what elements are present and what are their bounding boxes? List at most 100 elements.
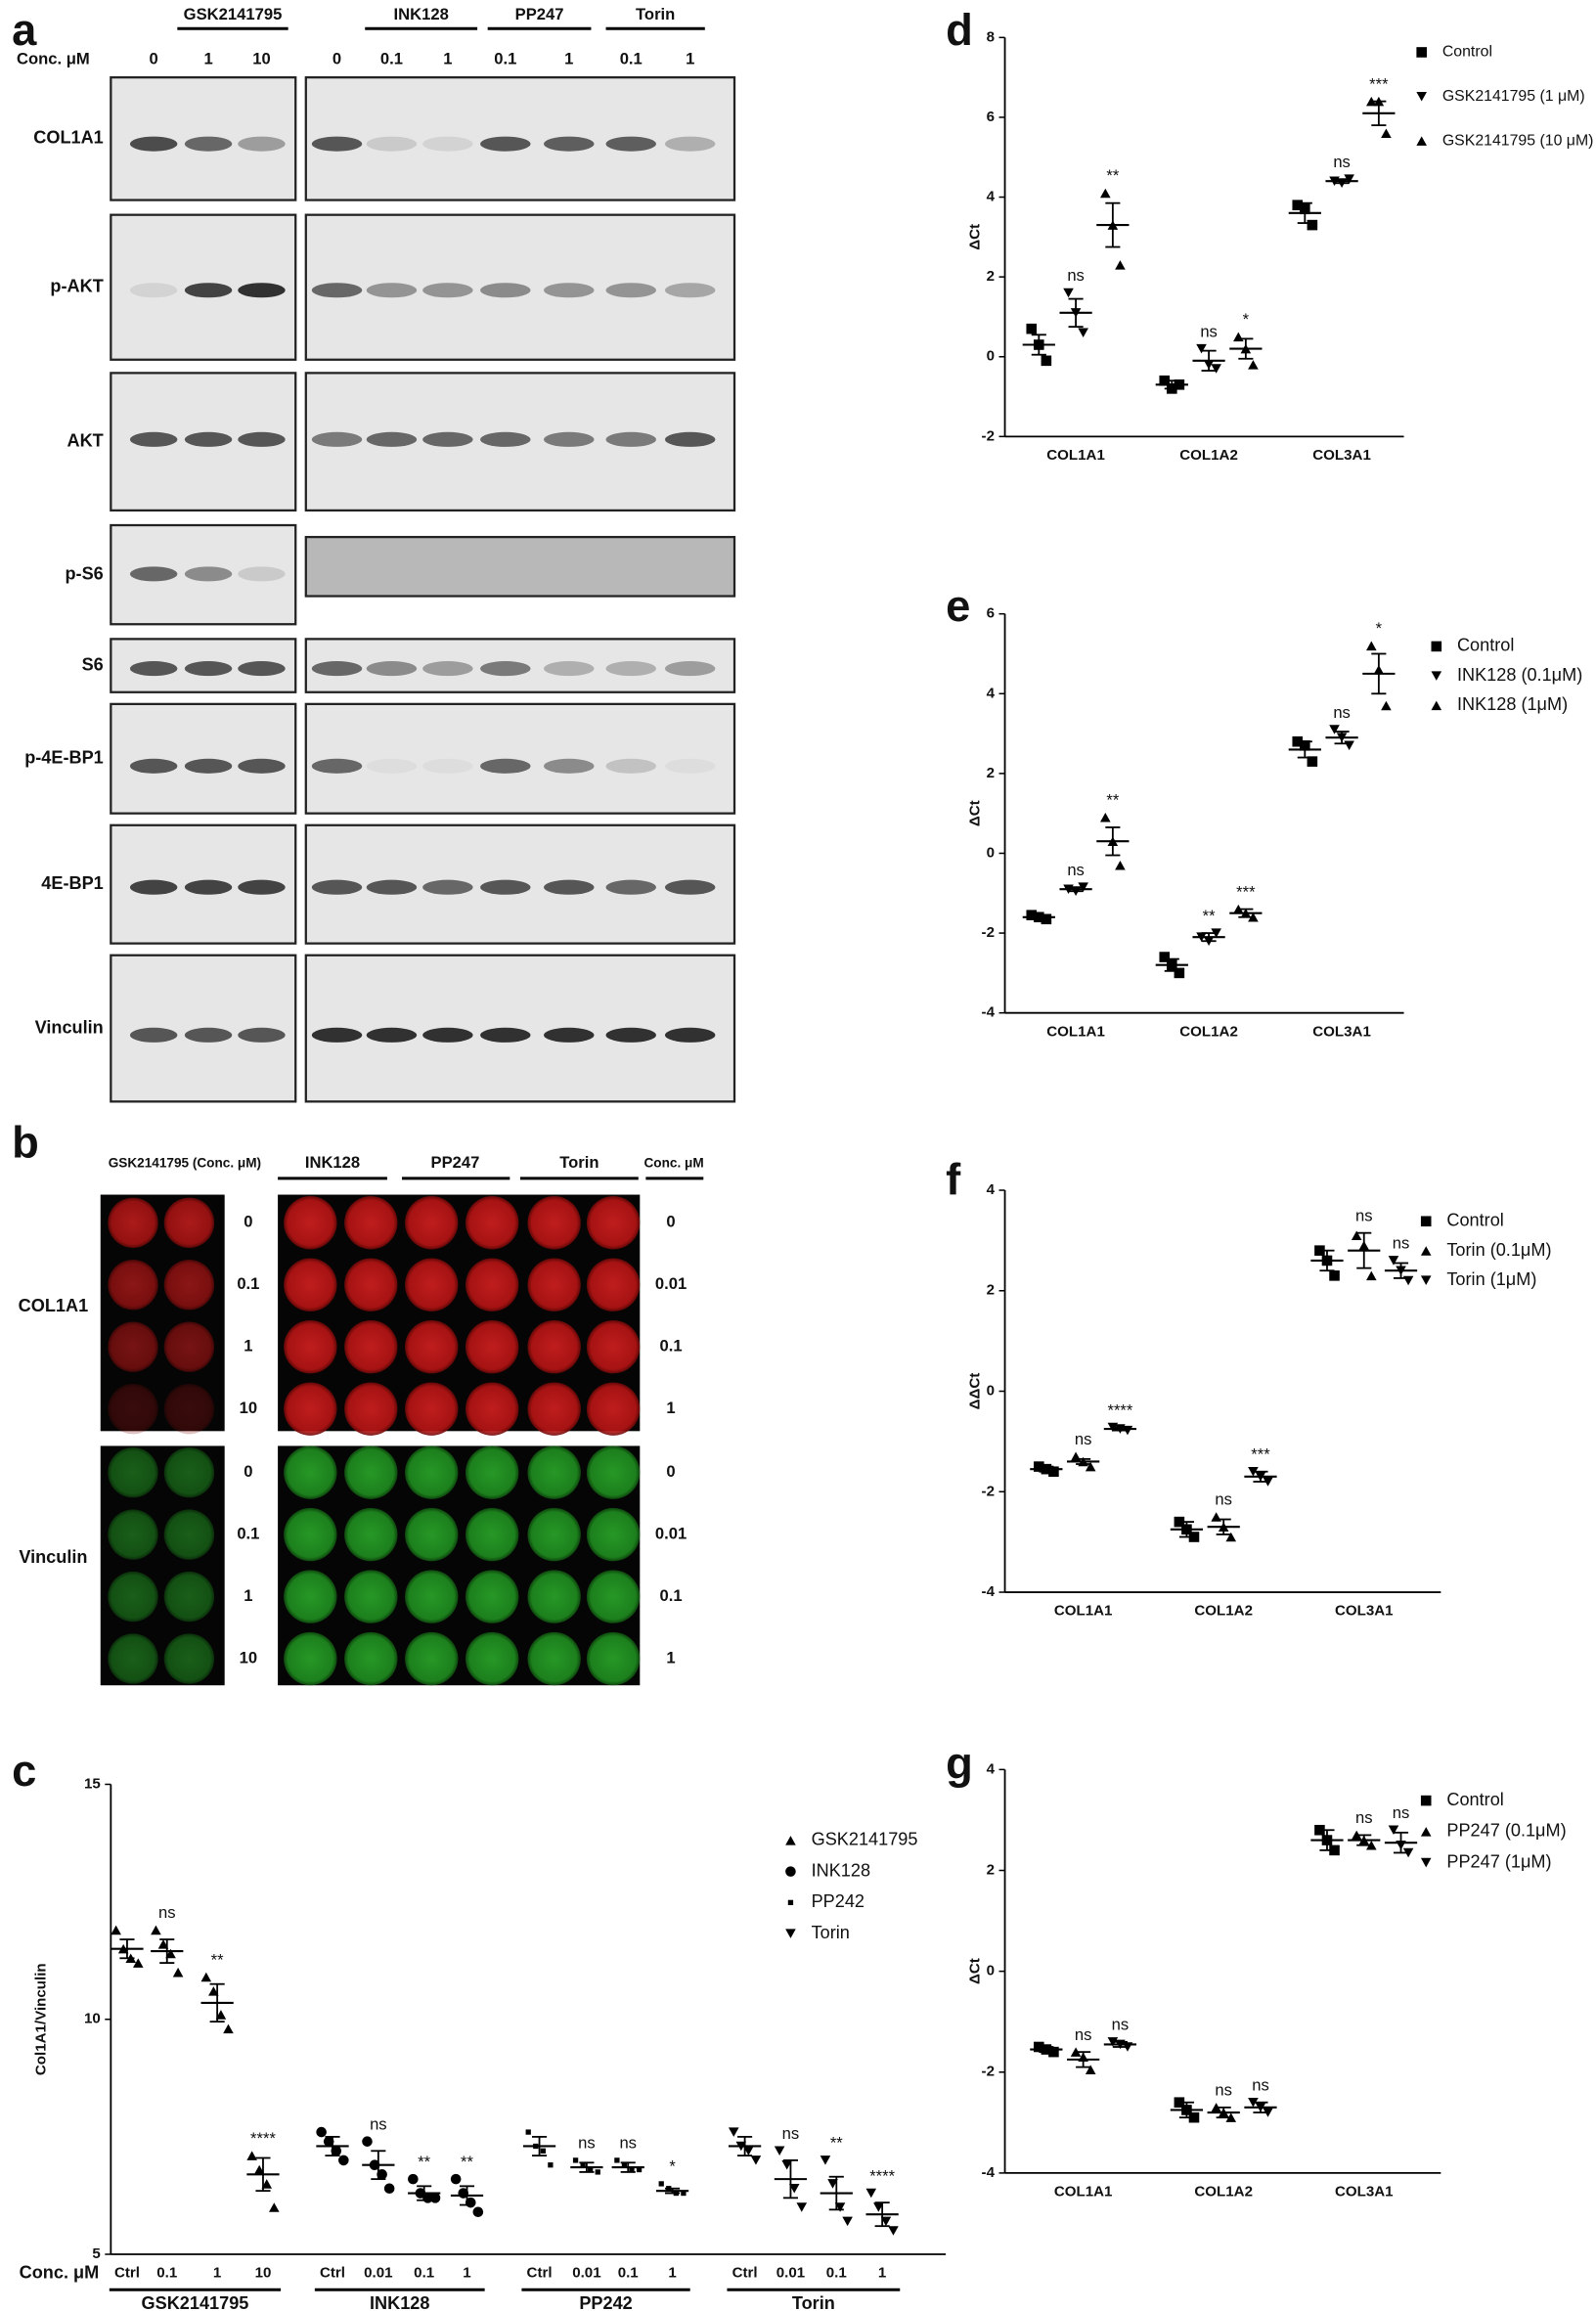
band (129, 1027, 178, 1043)
significance: ns (1112, 2016, 1130, 2034)
legend-label: Control (1446, 1790, 1503, 1809)
x-tick-label: 1 (463, 2265, 470, 2282)
marker (1100, 812, 1111, 822)
marker (1115, 860, 1126, 870)
band (605, 136, 656, 152)
dot (466, 1570, 519, 1623)
marker (681, 2190, 687, 2197)
significance: ns (1215, 1490, 1232, 1509)
marker (1248, 2097, 1259, 2108)
dot (527, 1507, 581, 1562)
lane-label: 0 (332, 49, 341, 67)
y-tick-label: 0 (987, 844, 995, 861)
band (665, 1027, 716, 1043)
dot-blot (278, 1194, 641, 1432)
column-header: GSK2141795 (Conc. μM) (109, 1155, 261, 1170)
band (422, 1027, 473, 1043)
band (129, 566, 178, 582)
legend-label: INK128 (1μM) (1457, 694, 1568, 714)
conc-label: 0.01 (655, 1274, 687, 1293)
band (184, 661, 233, 677)
x-tick-label: 1 (668, 2265, 676, 2282)
y-tick-label: 0 (987, 1383, 995, 1400)
marker (1420, 1795, 1432, 1806)
y-tick-label: 4 (987, 1760, 996, 1777)
marker (1416, 47, 1427, 58)
marker (1307, 219, 1318, 231)
conc-label: 0.1 (659, 1337, 682, 1355)
marker (200, 1972, 212, 1982)
y-tick-label: 0 (987, 348, 995, 365)
marker (595, 2169, 600, 2175)
band (422, 661, 473, 677)
conc-label: 0 (666, 1213, 675, 1231)
row-label: Vinculin (35, 1017, 104, 1037)
marker (1431, 641, 1442, 652)
dot (466, 1507, 519, 1562)
dot (466, 1196, 519, 1250)
marker (1174, 967, 1185, 979)
marker (377, 2169, 387, 2180)
dot (108, 1571, 158, 1622)
legend-label: INK128 (812, 1860, 870, 1880)
column-header: Torin (559, 1153, 598, 1172)
dot (163, 1633, 215, 1684)
legend-label: GSK2141795 (10 μM) (1442, 132, 1594, 149)
significance: *** (1251, 1444, 1270, 1463)
x-tick-label: COL1A2 (1179, 1023, 1238, 1040)
marker (827, 2179, 838, 2189)
band (422, 431, 473, 447)
marker (1233, 904, 1244, 914)
marker (1351, 1830, 1362, 1841)
significance: ns (1075, 2025, 1092, 2044)
group-label: INK128 (394, 5, 449, 23)
band (366, 1027, 418, 1043)
marker (658, 2181, 664, 2187)
marker (111, 1925, 121, 1935)
marker (540, 2148, 546, 2154)
band (184, 566, 233, 582)
panel-label: a (12, 5, 37, 55)
group-label: GSK2141795 (184, 5, 283, 23)
dot (284, 1196, 337, 1250)
dot (527, 1445, 581, 1499)
y-tick-label: 2 (987, 1282, 995, 1299)
band (605, 283, 656, 298)
x-tick-label: COL1A2 (1179, 447, 1238, 464)
conc-label: 1 (666, 1399, 675, 1417)
legend-label: PP247 (0.1μM) (1446, 1821, 1566, 1841)
significance: *** (1369, 74, 1389, 93)
group-label: Torin (636, 5, 675, 23)
marker (1420, 1857, 1432, 1868)
legend-label: Torin (812, 1923, 850, 1942)
x-tick-label: 10 (255, 2265, 272, 2282)
band (238, 283, 286, 298)
band (366, 283, 418, 298)
x-tick-label: Ctrl (527, 2265, 553, 2282)
y-axis-label: ΔCt (966, 800, 983, 826)
blot (304, 535, 736, 598)
marker (1115, 260, 1126, 270)
dot (344, 1382, 398, 1436)
significance: ns (619, 2134, 637, 2153)
band (422, 136, 473, 152)
legend-label: PP247 (1μM) (1446, 1851, 1551, 1871)
y-tick-label: 0 (987, 1963, 995, 1979)
dot (527, 1382, 581, 1436)
marker (316, 2126, 327, 2138)
x-tick-label: 0.01 (364, 2265, 392, 2282)
significance: ns (1393, 1234, 1410, 1253)
dot (586, 1570, 641, 1623)
marker (1416, 92, 1427, 102)
marker (1329, 1270, 1340, 1281)
conc-label: 0 (666, 1462, 675, 1481)
marker (1078, 882, 1088, 892)
conc-label: 0.1 (237, 1524, 259, 1542)
significance: ns (1067, 266, 1085, 285)
x-tick-label: 0.1 (826, 2265, 847, 2282)
band (311, 758, 363, 774)
significance: ns (1215, 2081, 1232, 2100)
dot (344, 1631, 398, 1686)
y-tick-label: 5 (92, 2245, 100, 2262)
